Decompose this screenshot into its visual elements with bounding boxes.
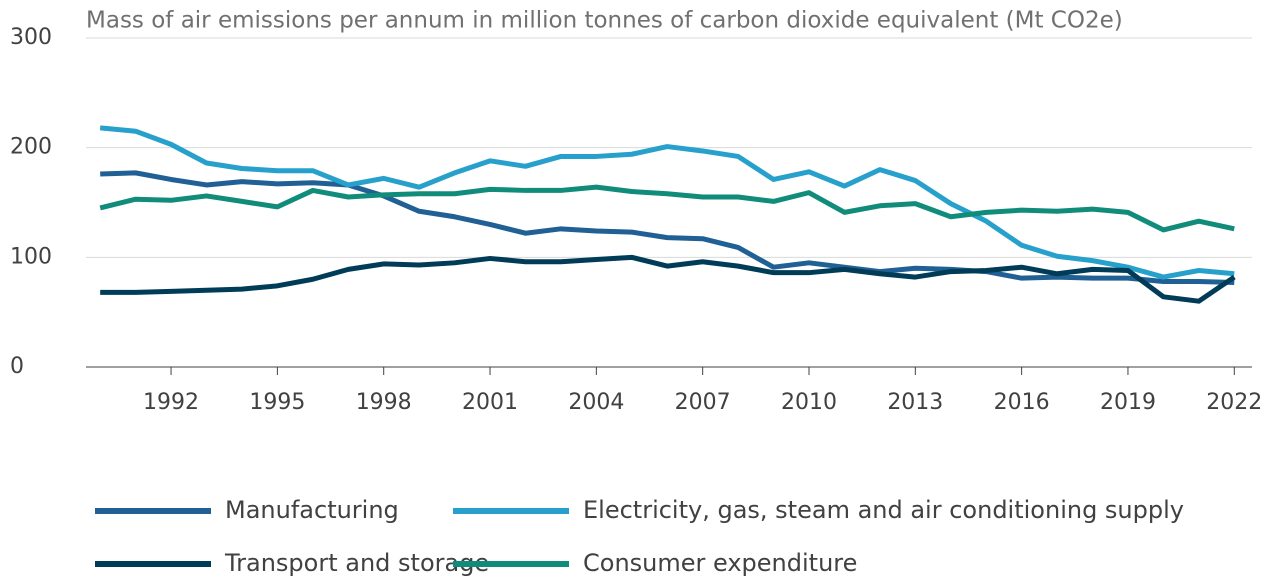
legend-label: Manufacturing xyxy=(225,496,399,524)
y-tick-label: 200 xyxy=(10,135,52,160)
x-tick-label: 2022 xyxy=(1206,390,1262,415)
x-tick-label: 2013 xyxy=(887,390,943,415)
legend-label: Consumer expenditure xyxy=(583,549,857,577)
x-tick-label: 1998 xyxy=(356,390,412,415)
x-tick-label: 2019 xyxy=(1100,390,1156,415)
legend-label: Transport and storage xyxy=(224,549,489,577)
x-tick-label: 2001 xyxy=(462,390,518,415)
series-line xyxy=(99,184,1235,233)
series-line xyxy=(100,254,1236,304)
x-tick-label: 1995 xyxy=(249,390,305,415)
y-tick-label: 300 xyxy=(10,25,52,50)
x-tick-label: 2016 xyxy=(994,390,1050,415)
x-tick-label: 2007 xyxy=(675,390,731,415)
legend-label: Electricity, gas, steam and air conditio… xyxy=(583,496,1184,524)
y-tick-label: 100 xyxy=(10,244,52,269)
chart-title: Mass of air emissions per annum in milli… xyxy=(86,8,1123,34)
y-tick-label: 0 xyxy=(10,354,24,379)
series-line xyxy=(100,170,1235,286)
series-line xyxy=(99,125,1235,280)
x-tick-label: 2004 xyxy=(568,390,624,415)
x-tick-label: 1992 xyxy=(143,390,199,415)
x-tick-label: 2010 xyxy=(781,390,837,415)
